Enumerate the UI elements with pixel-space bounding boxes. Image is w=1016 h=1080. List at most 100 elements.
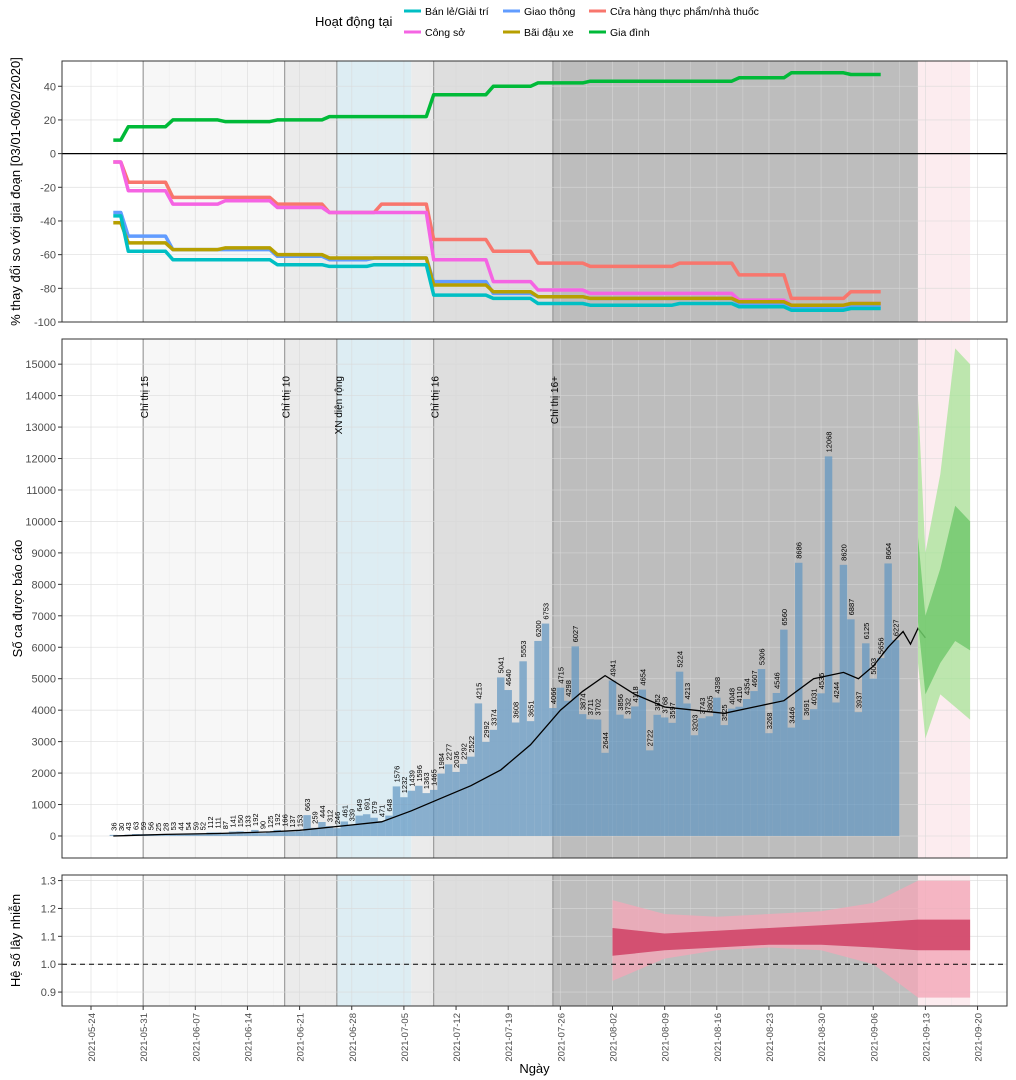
bar-value-label: 4048 [728,688,737,705]
bar-value-label: 30 [117,823,126,831]
bar-value-label: 6887 [847,599,856,616]
case-bar [631,706,639,836]
case-bar [362,814,371,836]
bar-value-label: 4244 [832,682,841,699]
case-bar [273,829,281,836]
bar-value-label: 3374 [489,709,498,726]
bar-value-label: 112 [206,816,215,828]
bar-value-label: 4213 [683,683,692,700]
period-band [336,339,412,858]
bar-value-label: 3651 [527,700,536,717]
x-tick-label: 2021-07-12 [452,1013,463,1062]
bar-value-label: 5656 [877,637,886,654]
bar-value-label: 12068 [825,432,834,453]
bar-value-label: 59 [139,822,148,830]
bar-value-label: 3446 [787,707,796,724]
y-tick-label: -40 [40,216,56,228]
bar-value-label: 6027 [571,626,580,643]
case-bar [817,693,825,836]
x-tick-label: 2021-06-21 [296,1013,307,1062]
bar-value-label: 4607 [750,670,759,687]
case-bar [377,821,386,836]
case-bar [325,826,334,836]
case-bar [586,719,594,836]
bar-value-label: 3805 [705,696,714,713]
case-bar [847,619,855,836]
case-bar [653,714,661,836]
case-bar [854,712,863,836]
bar-value-label: 2522 [467,736,476,753]
case-bar [497,677,505,836]
bar-value-label: 339 [348,809,357,822]
case-bar [348,825,356,836]
case-bar [735,706,743,836]
period-band [552,61,918,322]
bar-value-label: 648 [385,799,394,812]
period-band [143,875,285,1006]
case-bar [467,756,475,836]
period-band [433,875,553,1006]
case-bar [169,834,177,836]
case-bar [757,669,766,836]
y-tick-label: 3000 [32,737,56,749]
bar-value-label: 2992 [482,721,491,738]
bar-value-label: 312 [325,810,334,823]
case-bar [556,687,565,836]
x-tick-label: 2021-07-05 [400,1013,411,1062]
bar-value-label: 6125 [862,623,871,640]
y-tick-label: 11000 [26,485,56,497]
case-bar [392,786,401,836]
case-bar [340,821,349,836]
case-bar [720,725,728,836]
case-bar [660,717,669,836]
x-tick-label: 2021-08-16 [713,1013,724,1062]
bar-value-label: 3203 [690,715,699,732]
case-bar [534,640,542,836]
bar-value-label: 4215 [474,683,483,700]
bar-value-label: 87 [221,821,230,829]
case-bar [519,661,527,836]
case-bar [482,741,490,836]
bar-value-label: 2277 [445,744,454,761]
case-bar [824,456,833,836]
case-bar [705,716,714,836]
y-tick-label: 15000 [25,359,56,371]
y-tick-label: 8000 [32,579,56,591]
case-bar [437,773,445,836]
bar-value-label: 2644 [601,732,610,749]
case-bar [385,815,393,836]
case-bar [869,678,877,836]
case-bar [422,793,430,836]
period-label: Chỉ thị 16 [430,376,442,419]
bar-value-label: 5553 [519,641,528,658]
r-inner-band [612,919,971,956]
case-bar [318,822,326,836]
case-bar [809,709,818,836]
case-bar [601,752,609,836]
bar-value-label: 3597 [668,702,677,719]
case-bar [288,831,296,836]
y-tick-label: -20 [40,182,56,194]
case-bar [862,643,870,836]
bar-value-label: 3691 [802,699,811,716]
x-tick-label: 2021-06-28 [348,1013,359,1062]
y-tick-label: 2000 [32,768,56,780]
case-bar [310,827,319,836]
bar-value-label: 691 [363,798,372,811]
bar-value-label: 36 [109,823,118,831]
bar-value-label: 649 [355,799,364,812]
bar-value-label: 1984 [437,753,446,770]
x-tick-label: 2021-08-02 [609,1013,620,1062]
bar-value-label: 444 [318,806,327,819]
case-bar [668,722,676,836]
x-tick-label: 2021-07-26 [556,1013,567,1062]
case-bar [638,689,647,836]
period-band [284,61,337,322]
y-axis-title: % thay đổi so với giai đoạn [03/01-06/02… [8,57,23,326]
bar-value-label: 111 [214,817,223,828]
case-bar [213,832,222,836]
y-tick-label: 40 [44,81,56,93]
period-band [411,875,434,1006]
period-band [411,339,434,858]
